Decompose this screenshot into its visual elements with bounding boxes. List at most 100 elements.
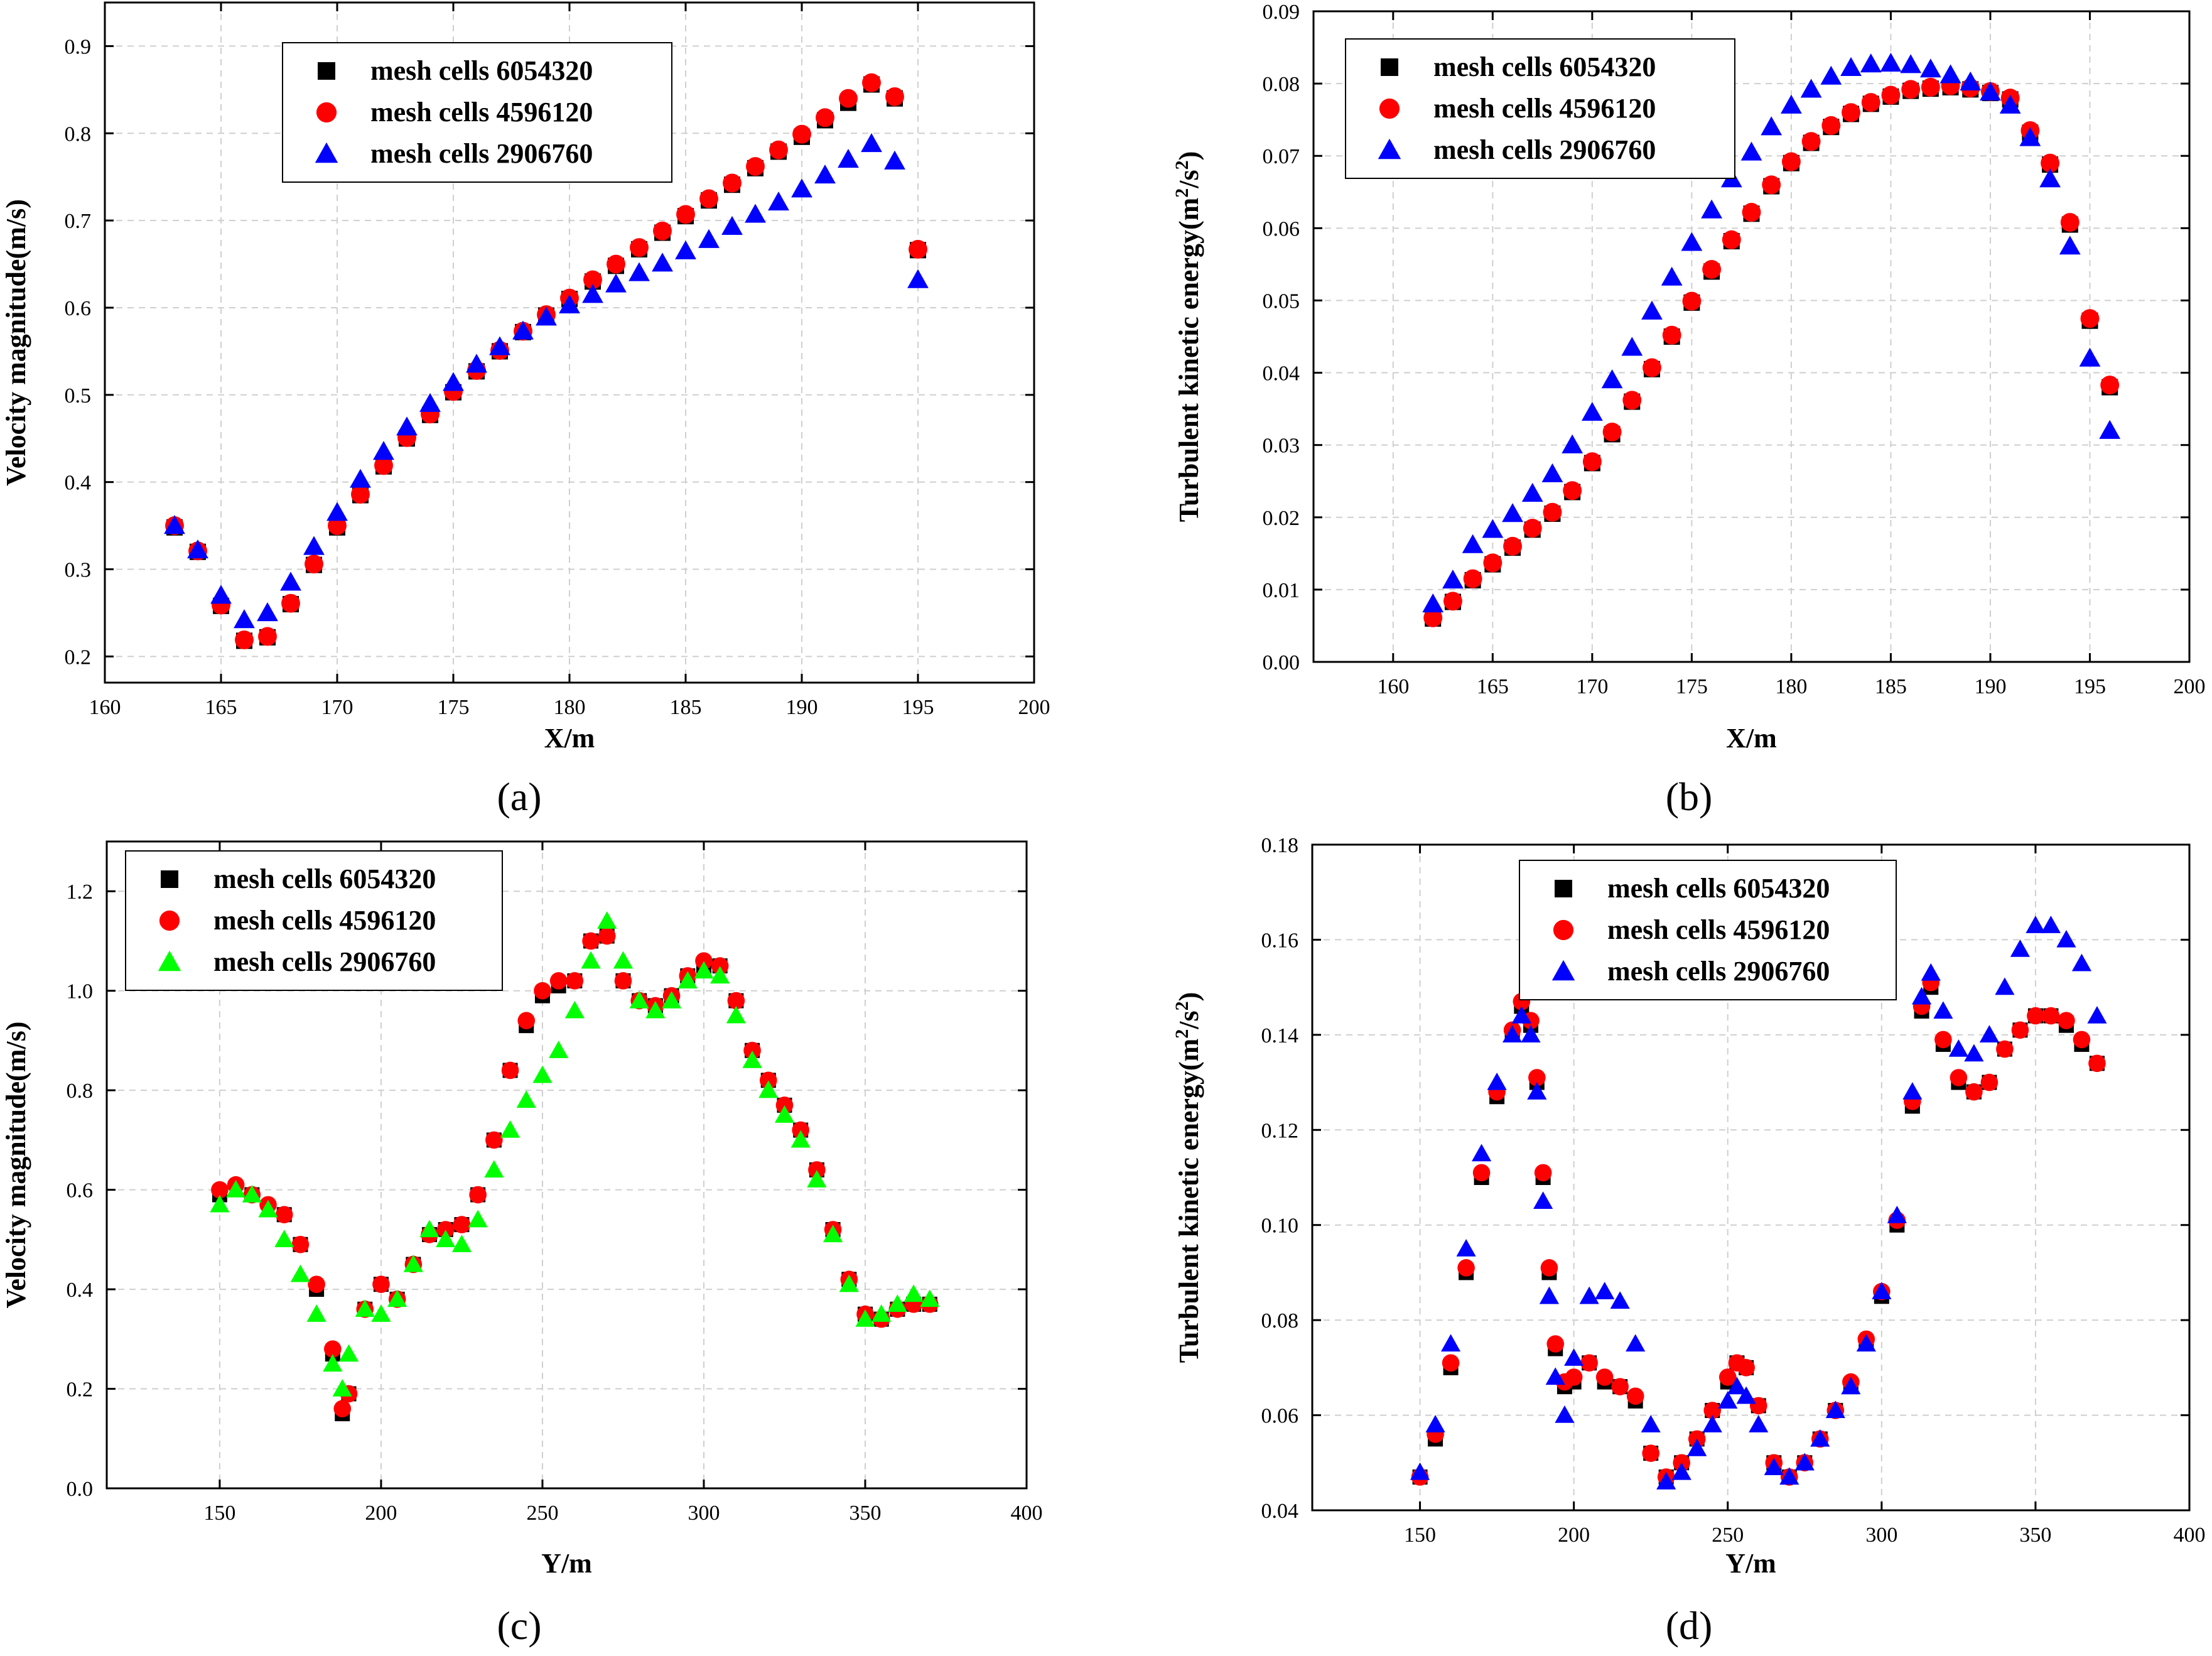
data-point: [1911, 987, 1932, 1005]
x-tick-label: 190: [1974, 675, 2006, 698]
y-tick-label: 0.7: [65, 210, 92, 233]
data-point: [597, 911, 617, 929]
data-point: [695, 952, 713, 970]
data-point: [305, 555, 323, 574]
data-point: [1442, 570, 1464, 589]
y-tick-label: 0.3: [65, 559, 92, 582]
legend-box: [1519, 860, 1897, 1000]
data-point: [1540, 1259, 1558, 1277]
data-point: [677, 971, 698, 989]
legend-marker: [1555, 880, 1572, 897]
y-tick-label: 0.14: [1261, 1024, 1299, 1047]
y-axis-title-part: Turbulent kinetic energy(m: [1173, 198, 1204, 522]
plot-frame: [105, 840, 1028, 1490]
data-point: [1702, 259, 1722, 279]
data-point: [1940, 64, 1961, 84]
x-tick-label: 170: [1576, 675, 1608, 698]
data-point: [1656, 1471, 1676, 1490]
x-tick-label: 200: [1018, 696, 1050, 719]
data-point: [652, 252, 673, 272]
data-point: [1761, 116, 1783, 136]
data-point: [582, 284, 603, 303]
data-point: [257, 602, 278, 622]
data-point: [258, 1199, 278, 1218]
data-point: [306, 1304, 326, 1322]
data-point: [1736, 1386, 1756, 1404]
data-point: [1880, 52, 1902, 72]
x-tick-label: 180: [554, 696, 586, 719]
data-point: [726, 1005, 746, 1024]
data-point: [2073, 1031, 2091, 1049]
data-point: [443, 372, 464, 391]
x-tick-label: 165: [205, 696, 237, 719]
data-point: [2059, 235, 2081, 255]
data-point: [290, 1264, 311, 1282]
data-point: [164, 515, 185, 534]
data-point: [675, 240, 696, 259]
data-point: [1523, 519, 1542, 538]
x-tick-label: 250: [526, 1502, 558, 1525]
data-point: [2099, 419, 2121, 439]
data-point: [1995, 977, 2015, 995]
y-tick-label: 0.4: [65, 472, 92, 495]
legend-label: mesh cells 6054320: [1607, 873, 1830, 904]
data-point: [1821, 116, 1841, 135]
data-point: [1563, 481, 1582, 501]
data-point: [605, 273, 627, 293]
y-tick-label: 0.2: [65, 646, 92, 669]
data-point: [1511, 1005, 1531, 1024]
data-point: [1933, 1001, 1953, 1019]
data-point: [653, 221, 672, 241]
data-point: [661, 990, 682, 1009]
series-triangle: [210, 911, 940, 1397]
data-point: [1999, 94, 2021, 114]
data-point: [468, 1210, 488, 1228]
y-tick-label: 0.12: [1261, 1119, 1299, 1142]
data-point: [1527, 1082, 1547, 1100]
legend-marker: [159, 910, 180, 931]
data-point: [862, 73, 881, 92]
data-point: [613, 951, 634, 969]
data-point: [235, 630, 254, 649]
data-point: [566, 972, 584, 990]
series-triangle: [1422, 52, 2121, 613]
data-point: [1543, 502, 1562, 522]
data-point: [1960, 71, 1982, 90]
y-tick-label: 0.09: [1263, 1, 1300, 24]
data-point: [1521, 1025, 1541, 1043]
data-point: [775, 1096, 794, 1114]
legend-label: mesh cells 2906760: [213, 946, 436, 977]
data-point: [1410, 1462, 1430, 1480]
legend-label: mesh cells 4596120: [1433, 93, 1656, 124]
data-point: [1887, 1205, 1907, 1223]
y-axis-title-part: 2: [1172, 1001, 1192, 1010]
data-point: [1541, 463, 1563, 482]
x-tick-label: 160: [89, 696, 121, 719]
data-point: [1764, 1458, 1784, 1476]
data-point: [1820, 65, 1842, 85]
data-point: [338, 1344, 359, 1362]
data-point: [1921, 963, 1941, 981]
data-point: [1881, 85, 1901, 105]
data-point: [489, 336, 510, 355]
data-point: [838, 149, 859, 168]
x-tick-label: 175: [438, 696, 470, 719]
data-point: [1749, 1415, 1769, 1432]
data-point: [512, 320, 534, 340]
data-point: [887, 1294, 907, 1312]
x-tick-label: 200: [2174, 675, 2206, 698]
data-point: [355, 1299, 375, 1317]
data-point: [1487, 1072, 1507, 1090]
series-triangle: [1410, 916, 2107, 1490]
data-point: [351, 485, 370, 504]
data-point: [1642, 1444, 1659, 1462]
data-point: [1641, 300, 1663, 320]
y-axis-title-part: ): [1173, 151, 1204, 161]
legend-label: mesh cells 2906760: [1433, 134, 1656, 165]
data-point: [1528, 1069, 1546, 1086]
data-point: [501, 1061, 519, 1080]
data-point: [920, 1289, 940, 1307]
x-tick-label: 175: [1676, 675, 1708, 698]
data-point: [614, 972, 632, 990]
y-tick-label: 0.07: [1263, 145, 1300, 168]
